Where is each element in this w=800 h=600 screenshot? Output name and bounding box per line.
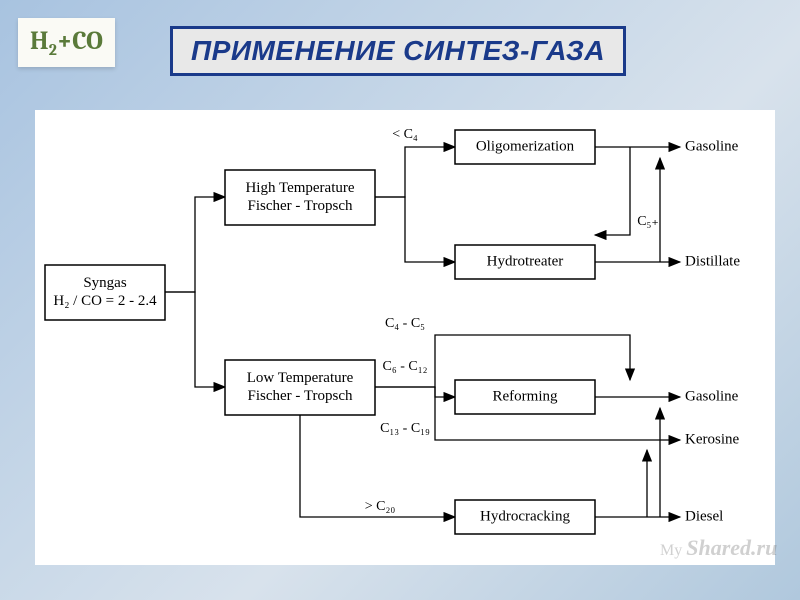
title-box: ПРИМЕНЕНИЕ СИНТЕЗ-ГАЗА: [170, 26, 626, 76]
svg-text:High Temperature: High Temperature: [245, 180, 354, 196]
svg-text:Fischer - Tropsch: Fischer - Tropsch: [247, 198, 353, 214]
svg-text:Hydrotreater: Hydrotreater: [487, 253, 564, 269]
edge-label: C₅₊: [637, 214, 659, 229]
output-distillate: Distillate: [685, 253, 740, 269]
edge: [435, 387, 455, 397]
flowchart-svg: Syngas H₂ / CO = 2 - 2.4 High Temperature F…: [35, 110, 775, 565]
edge-label: C₆ - C₁₂: [383, 359, 428, 374]
edge: [595, 147, 630, 235]
node-reform: Reforming: [455, 380, 595, 414]
edge: [165, 292, 225, 387]
svg-text:Fischer - Tropsch: Fischer - Tropsch: [247, 388, 353, 404]
edge: [375, 147, 455, 197]
svg-text:Syngas: Syngas: [83, 275, 127, 291]
edge: [165, 197, 225, 292]
formula-text: H2+CO: [30, 26, 103, 56]
output-diesel: Diesel: [685, 508, 723, 524]
watermark: My Shared.ru: [660, 535, 777, 561]
svg-text:Oligomerization: Oligomerization: [476, 138, 575, 154]
edge: [375, 197, 455, 262]
output-gasoline2: Gasoline: [685, 388, 739, 404]
node-ltft: Low Temperature Fischer - Tropsch: [225, 360, 375, 415]
node-syngas: Syngas H₂ / CO = 2 - 2.4: [45, 265, 165, 320]
svg-text:Hydrocracking: Hydrocracking: [480, 508, 570, 524]
output-gasoline1: Gasoline: [685, 138, 739, 154]
edge-label: > C₂₀: [365, 499, 396, 514]
edge-label: < C₄: [392, 127, 418, 142]
title-text: ПРИМЕНЕНИЕ СИНТЕЗ-ГАЗА: [191, 35, 605, 66]
output-kerosine: Kerosine: [685, 431, 739, 447]
svg-text:Low Temperature: Low Temperature: [247, 370, 354, 386]
edge-label: C₁₃ - C₁₉: [380, 421, 430, 436]
watermark-line1: My: [660, 542, 682, 559]
flowchart-diagram: Syngas H₂ / CO = 2 - 2.4 High Temperature F…: [35, 110, 775, 565]
watermark-line2: Shared.ru: [686, 535, 777, 560]
edge-label: C₄ - C₅: [385, 316, 425, 331]
node-hydrot: Hydrotreater: [455, 245, 595, 279]
svg-text:Reforming: Reforming: [493, 388, 558, 404]
node-htft: High Temperature Fischer - Tropsch: [225, 170, 375, 225]
formula-badge: H2+CO: [18, 18, 115, 67]
node-oligo: Oligomerization: [455, 130, 595, 164]
svg-text:H₂ / CO = 2 - 2.4: H₂ / CO = 2 - 2.4: [53, 293, 157, 309]
node-hydroc: Hydrocracking: [455, 500, 595, 534]
